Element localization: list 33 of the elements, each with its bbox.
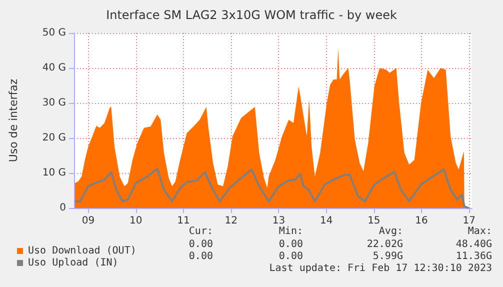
text: 0.00 [278,251,303,262]
text: Last update: Fri Feb 17 12:30:10 2023 [269,263,492,274]
x-tick-label: 13 [272,216,286,226]
x-tick-label: 10 [130,216,142,226]
legend-label: Uso Download (OUT) [28,246,136,256]
legend-label: Uso Upload (IN) [28,258,118,268]
y-tick-label: 0 [60,202,66,214]
x-tick-label: 15 [368,216,380,226]
text: 0.00 [188,251,213,262]
y-axis-title: Uso de interfaz [7,78,20,162]
chart-title: Interface SM LAG2 3x10G WOM traffic - by week [106,8,397,22]
x-tick-label: 12 [224,216,238,226]
text: 11.36G [456,251,492,262]
x-tick-label: 16 [415,216,428,226]
y-tick-label: 30 G [42,98,66,108]
text: 0.00 [188,239,213,250]
y-tick-label: 50 G [42,28,66,38]
x-tick-label: 11 [177,216,190,226]
text: Max: [468,226,492,237]
text: Cur: [188,226,213,237]
x-tick-label: 14 [320,216,333,226]
text: 0.00 [278,239,303,250]
y-tick-label: 40 G [42,62,66,74]
x-tick-label: 17 [462,216,476,226]
text: Avg: [378,226,403,237]
text: 22.02G [366,239,403,250]
x-tick-label: 09 [82,216,95,226]
y-tick-label: 20 G [42,132,66,144]
text: Min: [278,226,303,237]
line-series [74,168,470,209]
text: 5.99G [372,251,403,262]
y-tick-label: 10 G [42,168,66,178]
text: 48.40G [456,239,492,250]
